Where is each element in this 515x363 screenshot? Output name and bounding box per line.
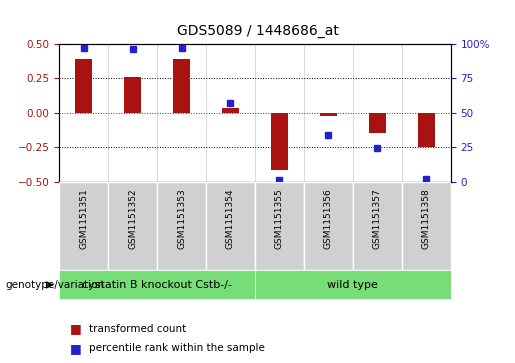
Bar (157, 182, 206, 270)
Text: GSM1151356: GSM1151356 (324, 189, 333, 249)
Text: GSM1151351: GSM1151351 (79, 189, 88, 249)
Text: GSM1151355: GSM1151355 (275, 189, 284, 249)
Bar (353, 182, 402, 270)
Text: ■: ■ (70, 342, 81, 355)
Text: ■: ■ (70, 322, 81, 335)
Bar (108, 182, 157, 270)
Bar (255, 182, 304, 270)
Text: transformed count: transformed count (89, 323, 186, 334)
Text: genotype/variation: genotype/variation (5, 280, 104, 290)
Text: wild type: wild type (328, 280, 378, 290)
Bar (75, 60, 92, 113)
Bar (418, 113, 435, 147)
Bar (59, 270, 255, 299)
Text: GSM1151358: GSM1151358 (422, 189, 431, 249)
Bar (304, 182, 353, 270)
Text: GDS5089 / 1448686_at: GDS5089 / 1448686_at (177, 24, 338, 38)
Bar (255, 270, 451, 299)
Bar (271, 113, 288, 171)
Bar (206, 182, 255, 270)
Text: GSM1151354: GSM1151354 (226, 189, 235, 249)
Text: GSM1151353: GSM1151353 (177, 189, 186, 249)
Bar (369, 113, 386, 132)
Text: percentile rank within the sample: percentile rank within the sample (89, 343, 265, 354)
Bar (124, 77, 141, 113)
Bar (59, 182, 108, 270)
Text: GSM1151352: GSM1151352 (128, 189, 137, 249)
Bar (320, 113, 337, 115)
Bar (222, 109, 239, 113)
Bar (402, 182, 451, 270)
Bar (173, 59, 190, 113)
Text: cystatin B knockout Cstb-/-: cystatin B knockout Cstb-/- (82, 280, 232, 290)
Text: GSM1151357: GSM1151357 (373, 189, 382, 249)
